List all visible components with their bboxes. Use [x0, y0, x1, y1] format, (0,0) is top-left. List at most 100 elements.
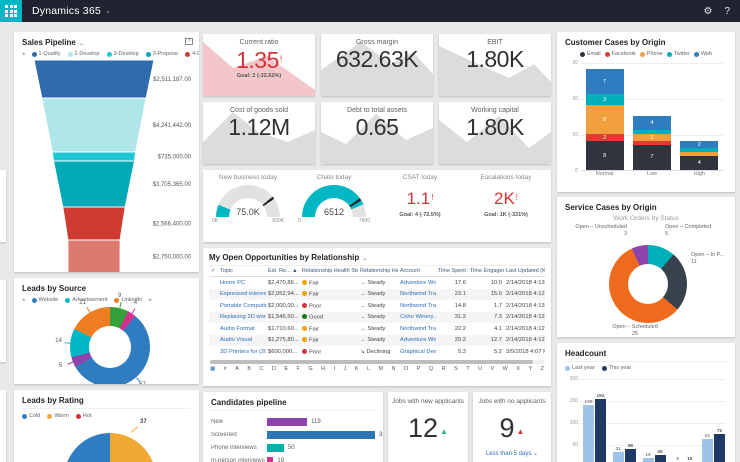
alphabet-letter[interactable]: C — [259, 365, 264, 372]
bar-segment[interactable] — [680, 152, 719, 156]
column-header[interactable]: Last Updated (K... — [504, 265, 545, 277]
alphabet-letter[interactable]: P — [416, 365, 421, 372]
bar-segment[interactable]: 4 — [680, 155, 719, 170]
table-row[interactable]: 3D Printers for (20) $600,000... Poor ↘ Dec… — [209, 346, 545, 358]
donut-ring[interactable] — [609, 245, 687, 323]
bar[interactable] — [654, 455, 666, 462]
bar-segment[interactable]: 2 — [585, 134, 624, 142]
account-cell[interactable]: Northwind Tra... — [400, 325, 436, 332]
kpi-card[interactable]: Gross margin 632.63K — [321, 34, 433, 96]
legend-item[interactable]: Warm — [47, 413, 69, 419]
bar[interactable] — [612, 452, 624, 462]
alphabet-letter[interactable]: # — [223, 365, 227, 372]
stacked-bar[interactable]: 7 2 4 — [632, 116, 671, 170]
column-header[interactable]: Time Engaged with C... — [468, 265, 504, 277]
bar-group[interactable]: 8 10 — [672, 457, 696, 462]
bar-segment[interactable]: 2 — [632, 134, 671, 142]
account-cell[interactable]: Adventure Wo... — [398, 334, 436, 346]
pie-chart[interactable] — [64, 433, 156, 462]
bar[interactable] — [642, 457, 654, 462]
bar-column[interactable]: 31 — [612, 447, 624, 462]
bar-segment[interactable] — [680, 148, 719, 153]
legend-item[interactable]: Cold — [22, 413, 40, 419]
legend-item[interactable]: 4-Close — [185, 51, 199, 57]
alphabet-letter[interactable]: L — [366, 365, 370, 372]
gauge-cell[interactable]: New business today 75.0K 0K 600K — [205, 172, 291, 224]
customer-cases-stacked-bar-chart[interactable]: 0 10 20 30 8 2 8 3 7 7 2 4 4 2 Normal Low High — [572, 60, 723, 183]
table-row[interactable]: Audio Format $1,710,60... Fair → Steady Nort… — [209, 323, 545, 335]
candidates-bar-row[interactable]: In-person interviews 19 — [211, 454, 375, 462]
kpi-card[interactable]: Current ratio 1.35! Goal: 2 (-32.62%) — [203, 34, 315, 96]
topic-cell[interactable]: Home PC — [220, 279, 246, 286]
account-cell[interactable]: Coho Winery... — [398, 311, 436, 323]
bar-segment[interactable] — [632, 130, 671, 135]
alphabet-letter[interactable]: ▦ — [210, 365, 216, 372]
topic-cell[interactable]: 3D Printers for (20) — [220, 348, 266, 355]
account-cell[interactable]: Graphical Desi... — [400, 348, 436, 355]
row-checkbox-cell[interactable] — [209, 346, 218, 358]
panel-title[interactable]: Customer Cases by Origin — [565, 38, 666, 47]
column-header[interactable]: Relationship Healt... — [358, 265, 398, 277]
row-checkbox-cell[interactable] — [209, 288, 218, 300]
bar-group[interactable]: 139 152 — [583, 394, 606, 462]
bar[interactable] — [267, 443, 284, 452]
legend-item[interactable]: Twitter — [666, 51, 690, 57]
alphabet-letter[interactable]: V — [490, 365, 495, 372]
legend-item[interactable]: This year — [601, 365, 631, 371]
alphabet-letter[interactable]: J — [343, 365, 347, 372]
panel-title[interactable]: Jobs with new applicants — [392, 398, 464, 405]
kpi-card[interactable]: Working capital 1.80K — [439, 102, 551, 164]
alphabet-letter[interactable]: W — [502, 365, 508, 372]
bar-column[interactable]: 8 — [672, 457, 683, 462]
bar[interactable] — [714, 434, 725, 462]
alphabet-letter[interactable]: H — [321, 365, 326, 372]
topic-cell[interactable]: Audio Visual — [218, 334, 266, 346]
bar-column[interactable]: 152 — [595, 394, 606, 462]
panel-title[interactable]: Service Cases by Origin — [565, 203, 657, 212]
bar[interactable] — [267, 430, 375, 439]
bar-group[interactable]: 31 38 — [612, 444, 636, 462]
panel-title[interactable]: Candidates pipeline — [211, 398, 375, 411]
alphabet-letter[interactable]: F — [296, 365, 300, 372]
alphabet-letter[interactable]: Y — [528, 365, 533, 372]
column-header[interactable]: ✓ — [209, 265, 218, 277]
column-header[interactable]: Topic — [218, 265, 266, 277]
account-cell[interactable]: Northwind Tra... — [400, 302, 436, 309]
bar[interactable] — [267, 456, 274, 462]
bar-column[interactable]: 19 — [642, 453, 654, 462]
bar[interactable] — [267, 417, 308, 426]
legend-prev-icon[interactable]: ◂ — [22, 297, 25, 303]
column-header[interactable]: Relationship Health State (KPI) — [300, 265, 358, 277]
panel-title[interactable]: My Open Opportunities by Relationship ⌄ — [209, 253, 368, 262]
panel-title[interactable]: Leads by Rating — [22, 396, 191, 409]
candidates-bar-row[interactable]: Phone interviews 50 — [211, 441, 375, 454]
bar-column[interactable]: 10 — [684, 457, 696, 462]
bar[interactable] — [624, 449, 636, 462]
alphabet-letter[interactable]: R — [441, 365, 446, 372]
table-row[interactable]: Portable Computing$2,000,00...Poor→ Stea… — [209, 300, 545, 312]
alphabet-letter[interactable]: O — [403, 365, 409, 372]
alphabet-letter[interactable]: Z — [540, 365, 544, 372]
gauge-arc[interactable]: 6512 — [302, 185, 366, 217]
legend-item[interactable]: Last year — [565, 365, 595, 371]
bar-column[interactable]: 139 — [583, 400, 594, 462]
alphabet-letter[interactable]: U — [478, 365, 483, 372]
gauge-cell[interactable]: Escalations today 2K! Goal: 1K (-331%) — [463, 172, 549, 224]
bar-column[interactable]: 38 — [624, 444, 636, 462]
scrollbar-thumb[interactable] — [210, 359, 533, 364]
alphabet-letter[interactable]: B — [247, 365, 252, 372]
bar-segment[interactable]: 7 — [585, 69, 624, 95]
bar-column[interactable]: 61 — [702, 434, 713, 462]
bar-group[interactable]: 61 72 — [702, 429, 725, 462]
row-checkbox-cell[interactable] — [209, 311, 218, 323]
table-row[interactable]: Expressed interest in A...$2,052,94...Fa… — [209, 288, 545, 300]
panel-title[interactable]: Sales Pipeline ⌄ — [22, 38, 84, 47]
donut-ring[interactable] — [70, 307, 150, 384]
legend-item[interactable]: Phone — [639, 51, 663, 57]
alphabet-letter[interactable]: T — [466, 365, 470, 372]
column-header[interactable]: Account — [398, 265, 436, 277]
legend-prev-icon[interactable]: ◂ — [22, 51, 25, 57]
legend-item[interactable]: Website — [31, 297, 58, 303]
